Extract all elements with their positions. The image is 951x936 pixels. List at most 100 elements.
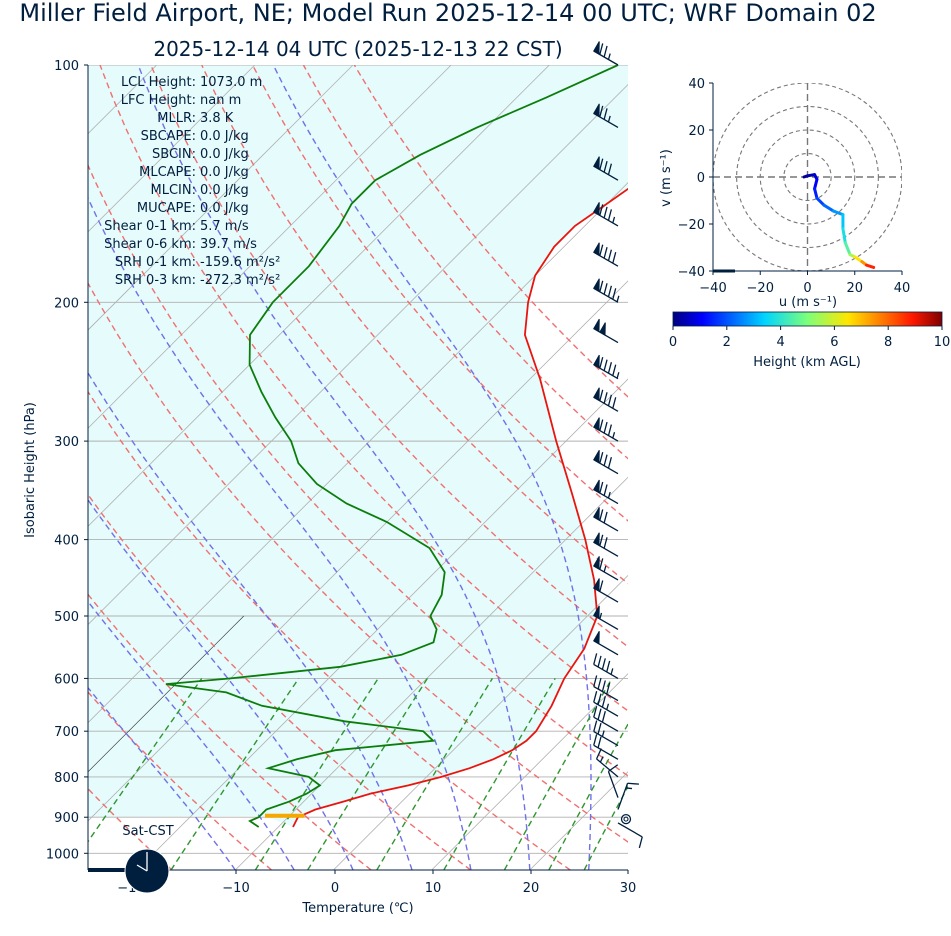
wind-barb — [593, 449, 619, 475]
isotherm-gridline — [627, 869, 628, 870]
moist-adiabat — [88, 686, 236, 870]
barb-flag — [606, 660, 611, 673]
hodograph-segment — [815, 196, 826, 207]
isotherm-gridline — [88, 65, 354, 331]
barb-pennant — [593, 278, 600, 293]
wind-barb — [593, 720, 619, 747]
dry-adiabat — [88, 281, 628, 843]
barb-pennant — [593, 578, 600, 592]
hodograph-x-tick-label: 40 — [894, 281, 911, 296]
barb-flag — [599, 509, 604, 521]
isotherm-gridline — [88, 83, 628, 626]
barb-flag — [599, 43, 604, 55]
barb-half-flag — [601, 730, 605, 737]
hodograph-y-tick-label: 20 — [688, 124, 705, 139]
barb-flag — [607, 249, 613, 261]
barb-flag — [603, 108, 608, 120]
stat-label: SRH 0-3 km: — [115, 273, 196, 288]
sounding-stats: LCL Height: 1073.0 m LFC Height: nan m MLLR:… — [104, 75, 280, 288]
hodograph-y-tick-label: −20 — [678, 218, 705, 233]
barb-half-flag — [599, 756, 604, 763]
barb-half-flag — [610, 668, 614, 675]
barb-flag — [638, 836, 643, 849]
calm-barb-inner — [623, 816, 629, 822]
colorbar-label: Height (km AGL) — [753, 355, 861, 370]
barb-flag — [597, 708, 602, 720]
barb-pennant — [593, 202, 600, 216]
barb-flag — [627, 782, 639, 785]
barb-flag — [606, 682, 611, 695]
stat-value: 0.0 J/kg — [200, 201, 249, 216]
figure-title: Miller Field Airport, NE; Model Run 2025… — [19, 0, 876, 27]
height-colorbar: 0 2 4 6 8 10 Height (km AGL) — [669, 311, 950, 370]
x-tick-label: 10 — [425, 881, 442, 896]
colorbar-tick-label: 8 — [884, 335, 892, 350]
barb-pennant — [593, 242, 600, 257]
moist-adiabat — [137, 65, 531, 870]
dry-adiabat — [88, 593, 372, 870]
y-tick-label: 300 — [54, 435, 79, 450]
mixing-ratio-line — [88, 678, 203, 843]
figure-subtitle: 2025-12-14 04 UTC (2025-12-13 22 CST) — [153, 37, 562, 61]
hodograph-y-tick-label: 0 — [697, 171, 705, 186]
x-tick-label: 0 — [331, 881, 339, 896]
reference-line — [88, 615, 245, 773]
wind-barb — [593, 532, 619, 557]
barb-pennant — [593, 507, 600, 521]
barb-flag — [603, 45, 608, 58]
dewpoint-profile — [165, 65, 619, 828]
y-axis-label: Isobaric Height (hPa) — [23, 402, 38, 538]
wind-barb — [593, 354, 620, 380]
barb-pennant — [593, 449, 600, 464]
barb-flag — [597, 736, 602, 749]
stat-value: 0.0 J/kg — [200, 183, 249, 198]
dry-adiabat — [150, 65, 628, 648]
barb-flag — [595, 748, 602, 760]
stat-value: 1073.0 m — [200, 75, 262, 90]
dry-adiabat — [201, 65, 628, 585]
barb-flag — [601, 710, 606, 723]
y-tick-label: 900 — [54, 811, 79, 826]
hodograph-segment — [843, 241, 852, 257]
y-tick-label: 500 — [54, 610, 79, 625]
barb-flag — [599, 244, 604, 256]
barb-half-flag — [599, 612, 603, 620]
mixing-ratio-line — [548, 722, 628, 870]
barb-flag — [599, 280, 604, 292]
barb-flag — [599, 389, 604, 401]
stat-value: 0.0 J/kg — [200, 165, 249, 180]
barb-flag — [603, 392, 608, 404]
barb-flag — [599, 158, 604, 170]
stat-label: MLCAPE: — [139, 165, 196, 180]
hodograph-x-tick-label: −20 — [747, 281, 774, 296]
y-tick-label: 1000 — [46, 847, 79, 862]
y-tick-label: 600 — [54, 672, 79, 687]
barb-shaft — [617, 822, 643, 838]
wind-barb — [593, 578, 619, 603]
wind-barb — [593, 103, 619, 128]
barb-flag — [607, 424, 613, 436]
barb-pennant — [593, 41, 600, 55]
wind-barb — [593, 41, 619, 66]
barb-pennant — [593, 354, 600, 369]
y-tick-label: 200 — [54, 296, 79, 311]
barb-flag — [607, 457, 613, 469]
barb-half-flag — [606, 703, 610, 710]
wind-barb — [593, 318, 619, 344]
barb-flag — [607, 285, 613, 297]
barb-flag — [608, 764, 619, 772]
barb-flag — [601, 696, 606, 708]
y-tick-label: 800 — [54, 771, 79, 786]
barb-flag — [603, 421, 608, 434]
barb-flag — [599, 105, 604, 118]
stat-label: SBCAPE: — [141, 129, 196, 144]
hodograph-plot: −40 −20 0 20 40 40 20 0 −20 −40 u (m s⁻¹) v (m s⁻… — [659, 77, 910, 310]
y-tick-label: 400 — [54, 534, 79, 549]
barb-pennant — [593, 318, 600, 333]
colorbar-tick-label: 2 — [723, 335, 731, 350]
mixing-ratio-line — [170, 678, 300, 870]
wind-barb — [593, 631, 619, 656]
wind-barb — [620, 813, 632, 825]
dry-adiabat — [353, 65, 628, 398]
